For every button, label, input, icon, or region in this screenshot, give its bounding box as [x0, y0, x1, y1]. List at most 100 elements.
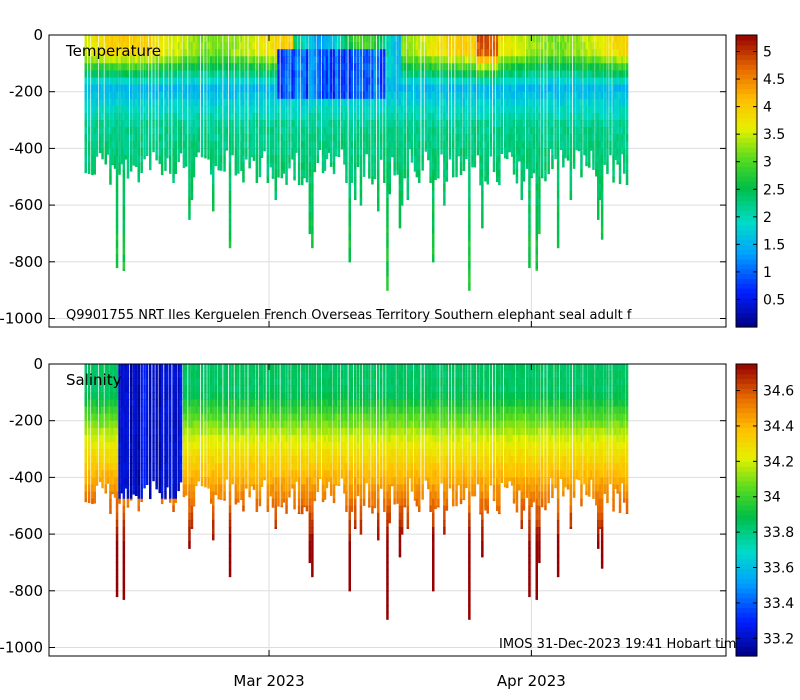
heatmap-cell: [473, 98, 477, 107]
heatmap-cell: [197, 127, 200, 135]
heatmap-cell: [210, 113, 213, 121]
heatmap-cell: [530, 56, 533, 64]
colorbar-swatch: [736, 88, 757, 94]
heatmap-cell: [391, 155, 394, 158]
heatmap-cell: [95, 406, 99, 415]
heatmap-cell: [308, 219, 312, 227]
heatmap-cell: [556, 120, 560, 128]
heatmap-cell: [188, 35, 191, 43]
heatmap-cell: [182, 162, 186, 169]
heatmap-cell: [258, 120, 262, 128]
heatmap-cell: [106, 148, 110, 155]
heatmap-cell: [197, 98, 200, 107]
heatmap-cell: [91, 148, 94, 157]
heatmap-cell: [285, 183, 288, 185]
heatmap-cell: [356, 113, 360, 121]
heatmap-cell: [575, 77, 579, 86]
heatmap-cell: [329, 120, 333, 128]
heatmap-cell: [185, 127, 188, 135]
heatmap-cell: [217, 98, 220, 107]
heatmap-cell: [334, 77, 338, 86]
heatmap-cell: [266, 98, 270, 107]
heatmap-cell: [149, 56, 152, 64]
heatmap-cell: [424, 141, 428, 149]
heatmap-cell: [195, 63, 198, 71]
heatmap-cell: [143, 364, 146, 372]
heatmap-cell: [228, 190, 232, 199]
heatmap-cell: [323, 84, 327, 93]
heatmap-cell: [188, 183, 191, 192]
heatmap-cell: [471, 105, 474, 114]
heatmap-cell: [473, 49, 477, 57]
heatmap-cell: [185, 42, 188, 50]
heatmap-cell: [325, 98, 329, 107]
heatmap-cell: [258, 91, 262, 100]
heatmap-cell: [228, 42, 232, 50]
heatmap-cell: [277, 155, 280, 164]
heatmap-cell: [551, 35, 554, 43]
heatmap-cell: [242, 113, 245, 121]
heatmap-cell: [445, 120, 449, 128]
heatmap-cell: [109, 399, 112, 408]
heatmap-cell: [145, 120, 149, 128]
heatmap-cell: [210, 134, 213, 142]
heatmap-cell: [185, 70, 188, 79]
heatmap-cell: [371, 84, 374, 93]
heatmap-cell: [398, 35, 402, 43]
heatmap-cell: [386, 276, 389, 284]
heatmap-cell: [340, 35, 344, 43]
heatmap-cell: [124, 105, 127, 114]
heatmap-cell: [393, 127, 396, 135]
heatmap-cell: [87, 148, 91, 157]
heatmap-cell: [313, 127, 317, 135]
heatmap-cell: [489, 134, 492, 142]
heatmap-cell: [388, 42, 391, 50]
heatmap-cell: [350, 42, 354, 50]
heatmap-cell: [297, 35, 301, 43]
heatmap-cell: [354, 113, 357, 121]
heatmap-cell: [84, 148, 87, 157]
heatmap-cell: [228, 70, 232, 79]
heatmap-cell: [600, 141, 604, 149]
heatmap-cell: [618, 91, 622, 100]
heatmap-cell: [408, 56, 412, 64]
heatmap-cell: [396, 169, 399, 175]
heatmap-cell: [590, 113, 593, 121]
heatmap-cell: [214, 63, 218, 71]
heatmap-cell: [225, 77, 228, 86]
heatmap-cell: [386, 212, 389, 220]
heatmap-cell: [551, 84, 554, 93]
heatmap-cell: [566, 70, 570, 79]
heatmap-cell: [137, 70, 140, 79]
heatmap-cell: [321, 127, 325, 135]
heatmap-cell: [195, 141, 198, 149]
heatmap-cell: [473, 42, 477, 50]
heatmap-cell: [609, 127, 612, 135]
heatmap-cell: [115, 576, 119, 585]
heatmap-cell: [228, 120, 232, 128]
heatmap-cell: [616, 70, 619, 79]
heatmap-cell: [313, 42, 317, 50]
heatmap-cell: [510, 134, 514, 142]
heatmap-cell: [569, 169, 573, 178]
heatmap-cell: [368, 141, 371, 149]
heatmap-cell: [84, 378, 87, 386]
heatmap-cell: [547, 63, 550, 71]
heatmap-cell: [297, 155, 301, 164]
heatmap-cell: [362, 141, 366, 149]
heatmap-cell: [465, 134, 468, 142]
heatmap-cell: [588, 56, 591, 64]
heatmap-cell: [413, 105, 417, 114]
heatmap-cell: [282, 141, 286, 149]
heatmap-cell: [541, 77, 544, 86]
heatmap-cell: [122, 127, 126, 135]
heatmap-cell: [122, 562, 126, 571]
heatmap-cell: [242, 98, 245, 107]
heatmap-cell: [155, 84, 158, 93]
heatmap-cell: [396, 98, 399, 107]
heatmap-cell: [443, 63, 446, 71]
heatmap-cell: [240, 84, 243, 93]
heatmap-cell: [528, 205, 531, 213]
heatmap-cell: [129, 406, 133, 415]
heatmap-cell: [462, 148, 466, 157]
